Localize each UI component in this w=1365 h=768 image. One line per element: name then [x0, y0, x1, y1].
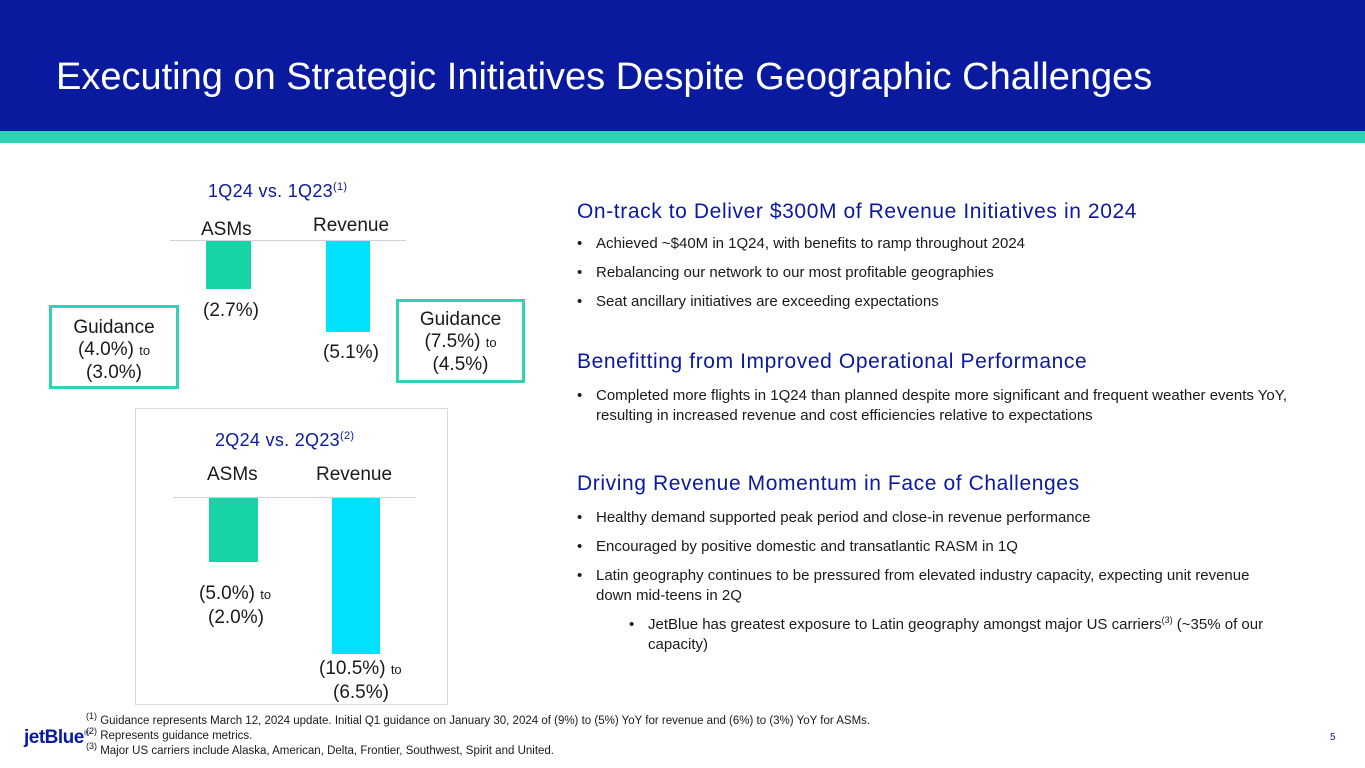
- section1-bullet-1: Achieved ~$40M in 1Q24, with benefits to…: [577, 234, 1297, 254]
- chart1-title-footnote: (1): [332, 181, 348, 193]
- footnotes: (1) Guidance represents March 12, 2024 u…: [86, 711, 871, 759]
- logo-text: jetBlue: [24, 727, 84, 748]
- footnote-3: (3) Major US carriers include Alaska, Am…: [86, 741, 870, 759]
- footnote-2-text: Represents guidance metrics.: [97, 730, 253, 742]
- section3-bullet-3: Latin geography continues to be pressure…: [577, 566, 1282, 606]
- guidance-asms-heading: Guidance: [73, 317, 155, 338]
- sub-bullet-footnote: (3): [1161, 615, 1173, 625]
- sub-bullet-text: JetBlue has greatest exposure to Latin g…: [648, 616, 1162, 633]
- chart2-label-revenue: Revenue: [316, 464, 393, 485]
- chart2-value-revenue-to: to: [390, 662, 402, 677]
- chart2-bar-revenue: [332, 498, 380, 654]
- chart2-label-asms: ASMs: [207, 464, 258, 485]
- guidance-asms-range: (4.0%) to: [52, 339, 176, 362]
- section3-bullet-1: Healthy demand supported peak period and…: [577, 508, 1297, 528]
- footnote-2-mark: (2): [86, 726, 97, 737]
- chart2-title: 2Q24 vs. 2Q23(2): [215, 430, 354, 451]
- chart1-value-asms: (2.7%): [203, 300, 259, 321]
- guidance-box-asms: Guidance (4.0%) to (3.0%): [49, 305, 179, 389]
- page-number: 5: [1330, 732, 1336, 743]
- guidance-asms-low: (4.0%): [77, 339, 134, 360]
- footnote-1-mark: (1): [86, 711, 97, 722]
- chart2-value-revenue-low: (10.5%): [319, 658, 386, 679]
- jetblue-logo: jetBlue®: [24, 727, 90, 748]
- chart2-value-asms-low: (5.0%): [199, 583, 255, 604]
- guidance-box-revenue: Guidance (7.5%) to (4.5%): [396, 299, 525, 383]
- chart2-title-footnote: (2): [339, 430, 355, 442]
- chart1-title: 1Q24 vs. 1Q23(1): [208, 181, 347, 202]
- footnote-1-text: Guidance represents March 12, 2024 updat…: [97, 715, 871, 727]
- chart1-title-text: 1Q24 vs. 1Q23: [208, 181, 333, 201]
- section3-title: Driving Revenue Momentum in Face of Chal…: [577, 472, 1080, 495]
- guidance-revenue-to: to: [485, 335, 497, 350]
- chart1-label-revenue: Revenue: [313, 215, 390, 236]
- guidance-asms-high: (3.0%): [86, 362, 142, 383]
- chart2-baseline: [173, 497, 416, 498]
- chart1-label-asms: ASMs: [201, 219, 252, 240]
- guidance-revenue-low: (7.5%): [424, 331, 481, 352]
- chart1-baseline: [170, 240, 406, 241]
- slide-title: Executing on Strategic Initiatives Despi…: [56, 56, 1153, 98]
- section3-sub-bullet: JetBlue has greatest exposure to Latin g…: [629, 615, 1309, 655]
- chart2-value-revenue-high: (6.5%): [333, 682, 389, 703]
- chart1-value-revenue: (5.1%): [323, 342, 379, 363]
- section1-bullet-2: Rebalancing our network to our most prof…: [577, 263, 1297, 283]
- footnote-3-text: Major US carriers include Alaska, Americ…: [97, 745, 555, 757]
- section2-title: Benefitting from Improved Operational Pe…: [577, 350, 1088, 373]
- footnote-3-mark: (3): [86, 741, 97, 752]
- section1-bullet-3: Seat ancillary initiatives are exceeding…: [577, 292, 1297, 312]
- footnote-2: (2) Represents guidance metrics.: [86, 726, 870, 744]
- chart1-bar-asms: [206, 241, 251, 289]
- section2-bullet-1: Completed more flights in 1Q24 than plan…: [577, 386, 1312, 426]
- footnote-1: (1) Guidance represents March 12, 2024 u…: [86, 711, 871, 729]
- guidance-revenue-heading: Guidance: [419, 309, 502, 330]
- chart2-bar-asms: [209, 498, 258, 562]
- guidance-revenue-high: (4.5%): [432, 354, 489, 375]
- chart2-title-text: 2Q24 vs. 2Q23: [215, 430, 340, 450]
- chart2-value-asms-high: (2.0%): [208, 607, 264, 628]
- guidance-revenue-range: (7.5%) to: [399, 331, 522, 354]
- guidance-asms-to: to: [139, 343, 151, 358]
- chart2-value-asms: (5.0%) to (2.0%): [199, 582, 271, 629]
- section1-title: On-track to Deliver $300M of Revenue Ini…: [577, 200, 1138, 223]
- section3-bullet-2: Encouraged by positive domestic and tran…: [577, 537, 1297, 557]
- chart1-bar-revenue: [326, 241, 370, 332]
- sub-bullet-text-after: (~35% of our capacity): [648, 616, 1264, 653]
- chart2-value-revenue: (10.5%) to (6.5%): [319, 657, 402, 704]
- chart2-value-asms-to: to: [260, 587, 272, 602]
- chart2-panel: [135, 408, 448, 705]
- header-accent-stripe: [0, 131, 1365, 143]
- header-band: Executing on Strategic Initiatives Despi…: [0, 0, 1365, 131]
